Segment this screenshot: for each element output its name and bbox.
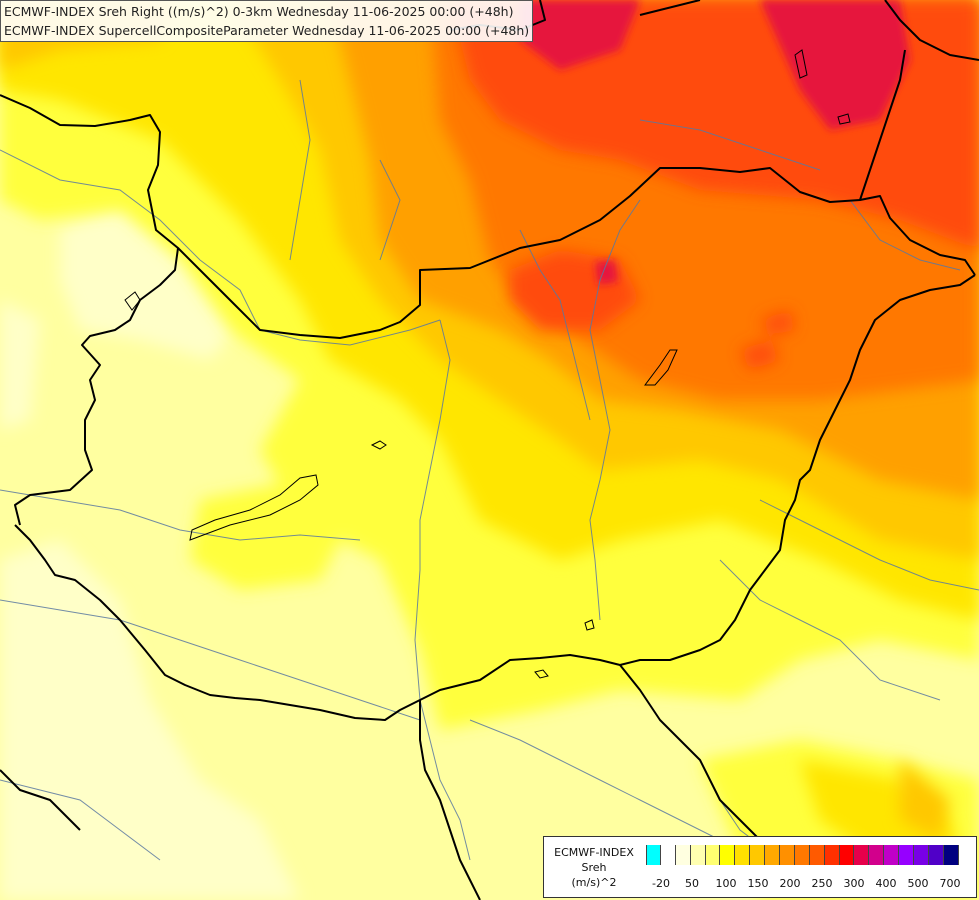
legend-label-source: ECMWF-INDEX — [554, 846, 634, 859]
legend-tick-label: 500 — [907, 877, 929, 890]
legend-swatch — [735, 845, 751, 865]
legend-tick-label: 250 — [811, 877, 833, 890]
legend-tick-label: 150 — [747, 877, 769, 890]
legend-label-unit: (m/s)^2 — [571, 876, 617, 889]
legend-tick-label: 300 — [843, 877, 865, 890]
legend-swatch — [884, 845, 900, 865]
legend-swatch — [824, 845, 840, 865]
legend-swatch — [854, 845, 870, 865]
legend-swatch — [809, 845, 825, 865]
legend-swatch — [720, 845, 736, 865]
legend-swatch — [794, 845, 810, 865]
legend-swatch — [690, 845, 706, 865]
legend-tick-label: 200 — [779, 877, 801, 890]
legend-label: ECMWF-INDEX Sreh (m/s)^2 — [548, 845, 640, 890]
legend-tick-label: 50 — [685, 877, 699, 890]
legend-swatch — [914, 845, 929, 865]
field-pale — [0, 200, 300, 900]
legend-color-bar — [646, 845, 959, 865]
legend-swatch — [765, 845, 781, 865]
title-line-scp: ECMWF-INDEX SupercellCompositeParameter … — [4, 23, 530, 38]
legend-swatch — [646, 845, 661, 865]
legend-swatch — [780, 845, 795, 865]
legend-label-variable: Sreh — [581, 861, 607, 874]
legend-swatch — [660, 845, 676, 865]
title-box: ECMWF-INDEX Sreh Right ((m/s)^2) 0-3km W… — [0, 0, 534, 42]
legend-swatch — [750, 845, 766, 865]
legend-swatch — [675, 845, 691, 865]
field-red — [520, 0, 910, 285]
legend-tick-label: 400 — [875, 877, 897, 890]
legend-tick-label: 100 — [715, 877, 737, 890]
legend-tick-label: -20 — [652, 877, 670, 890]
legend-swatch — [899, 845, 915, 865]
legend-swatch — [869, 845, 885, 865]
legend-tick-label: 700 — [939, 877, 961, 890]
legend-swatch — [839, 845, 855, 865]
legend-swatch — [705, 845, 721, 865]
legend-swatch — [928, 845, 944, 865]
legend-swatch — [943, 845, 959, 865]
title-line-sreh: ECMWF-INDEX Sreh Right ((m/s)^2) 0-3km W… — [4, 4, 514, 19]
color-legend: ECMWF-INDEX Sreh (m/s)^2 -20 50 100 150 200 2… — [543, 836, 977, 898]
